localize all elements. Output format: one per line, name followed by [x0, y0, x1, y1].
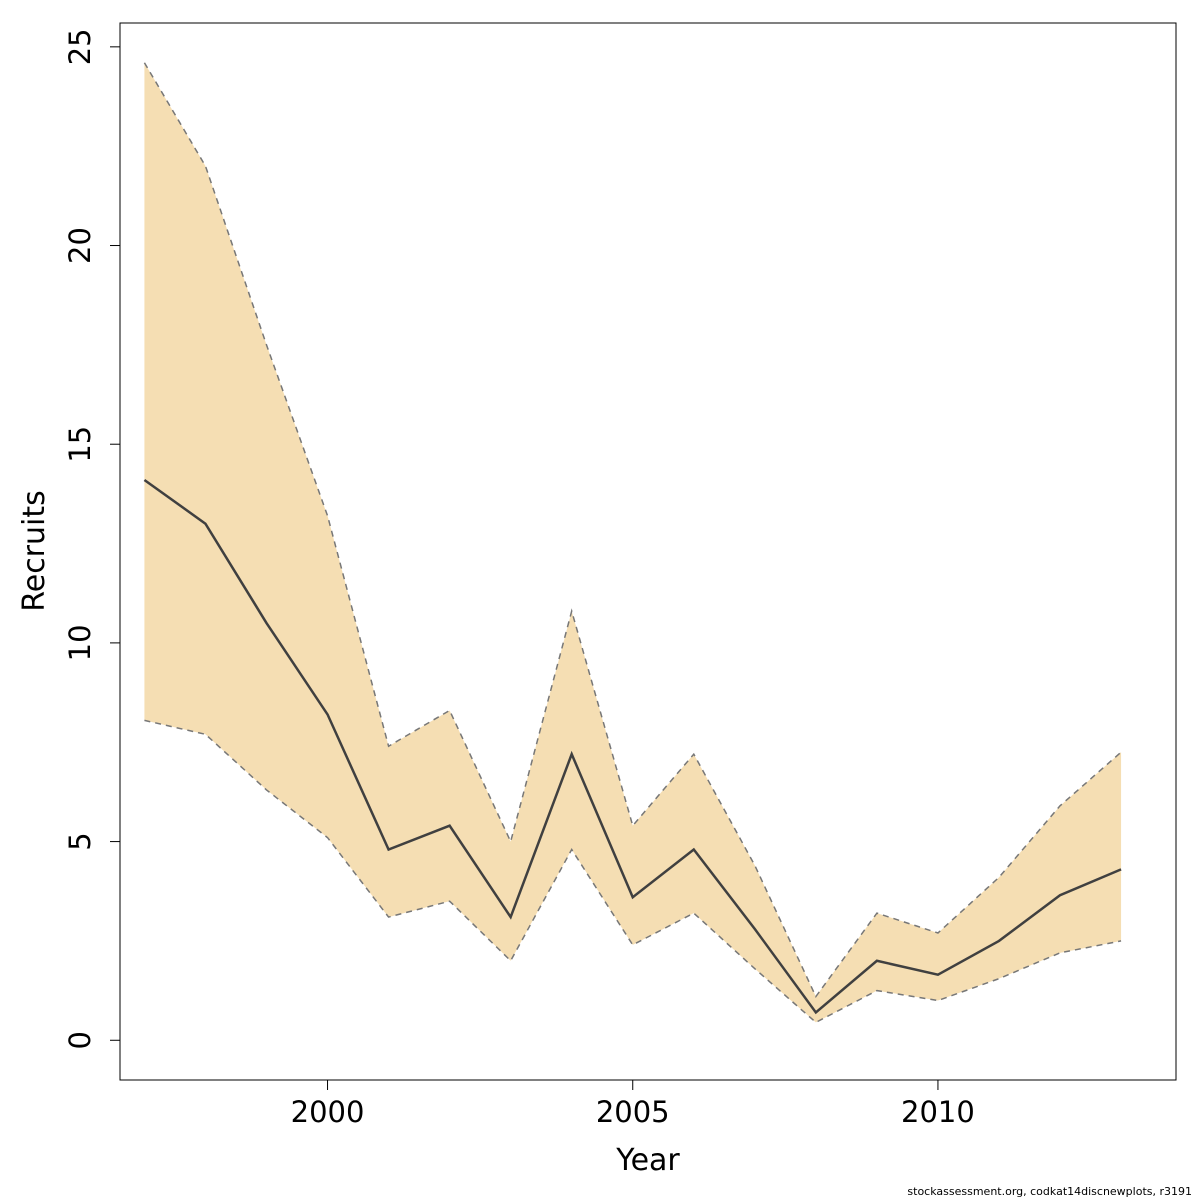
upper-bound-line — [143, 62, 1122, 999]
y-tick-label-10: 10 — [63, 624, 97, 661]
footer-credit: stockassessment.org, codkat14discnewplot… — [907, 1185, 1192, 1198]
y-axis-label: Recruits — [17, 490, 52, 612]
estimate-line-layer — [143, 62, 1122, 1024]
y-tick-label-0: 0 — [63, 1031, 97, 1049]
estimate-line — [143, 478, 1122, 1015]
y-tick-label-15: 15 — [63, 426, 97, 463]
confidence-band-layer — [144, 62, 1122, 1023]
y-tick-label-5: 5 — [63, 832, 97, 850]
x-tick-label-2005: 2005 — [596, 1095, 670, 1129]
x-tick-label-2010: 2010 — [901, 1095, 975, 1129]
x-tick-label-2000: 2000 — [291, 1095, 365, 1129]
y-tick-label-25: 25 — [63, 28, 97, 65]
x-axis-label: Year — [615, 1143, 680, 1178]
y-tick-label-20: 20 — [63, 227, 97, 264]
axes-layer: 2000 2005 2010 0 5 10 15 20 25 — [63, 28, 975, 1129]
confidence-band — [144, 62, 1122, 1023]
